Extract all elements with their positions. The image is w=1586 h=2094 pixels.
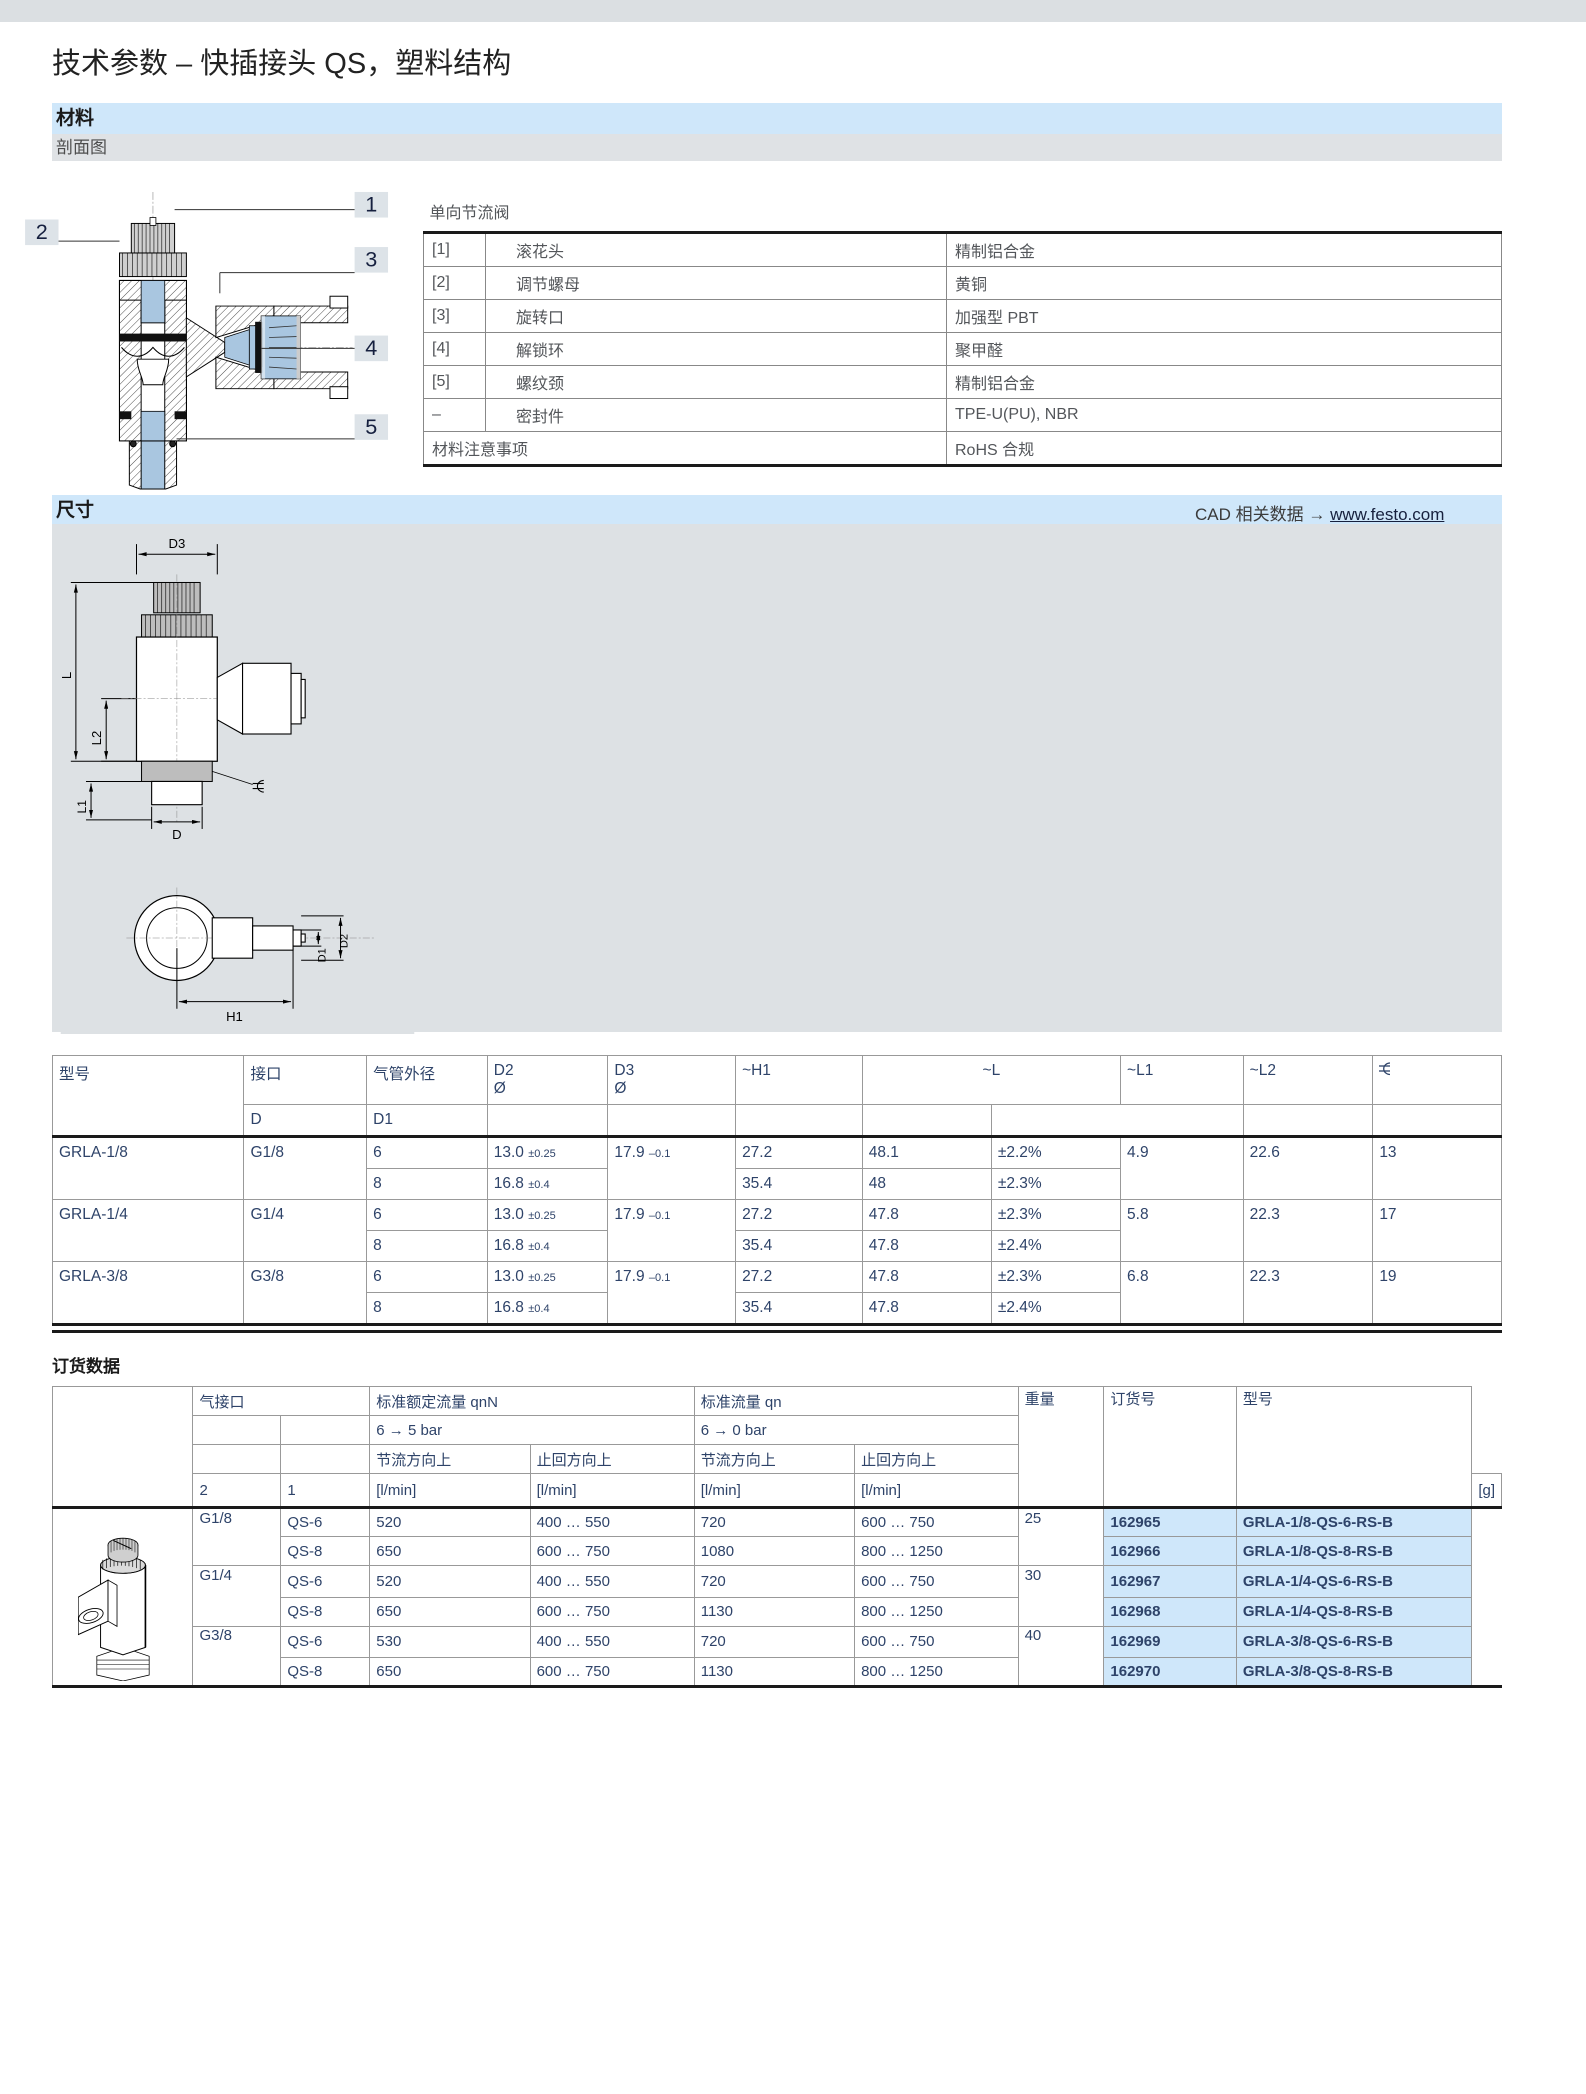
svg-text:D: D <box>172 827 181 842</box>
svg-text:3: 3 <box>365 247 377 272</box>
svg-text:H1: H1 <box>226 1009 243 1024</box>
svg-text:4: 4 <box>365 335 377 360</box>
svg-text:L1: L1 <box>75 800 89 814</box>
svg-text:1: 1 <box>365 192 377 217</box>
svg-text:2: 2 <box>36 219 48 244</box>
svg-text:L2: L2 <box>89 731 104 746</box>
svg-text:L: L <box>60 672 74 679</box>
svg-text:5: 5 <box>365 414 377 439</box>
svg-text:D3: D3 <box>169 536 186 551</box>
svg-text:D2: D2 <box>339 934 351 948</box>
